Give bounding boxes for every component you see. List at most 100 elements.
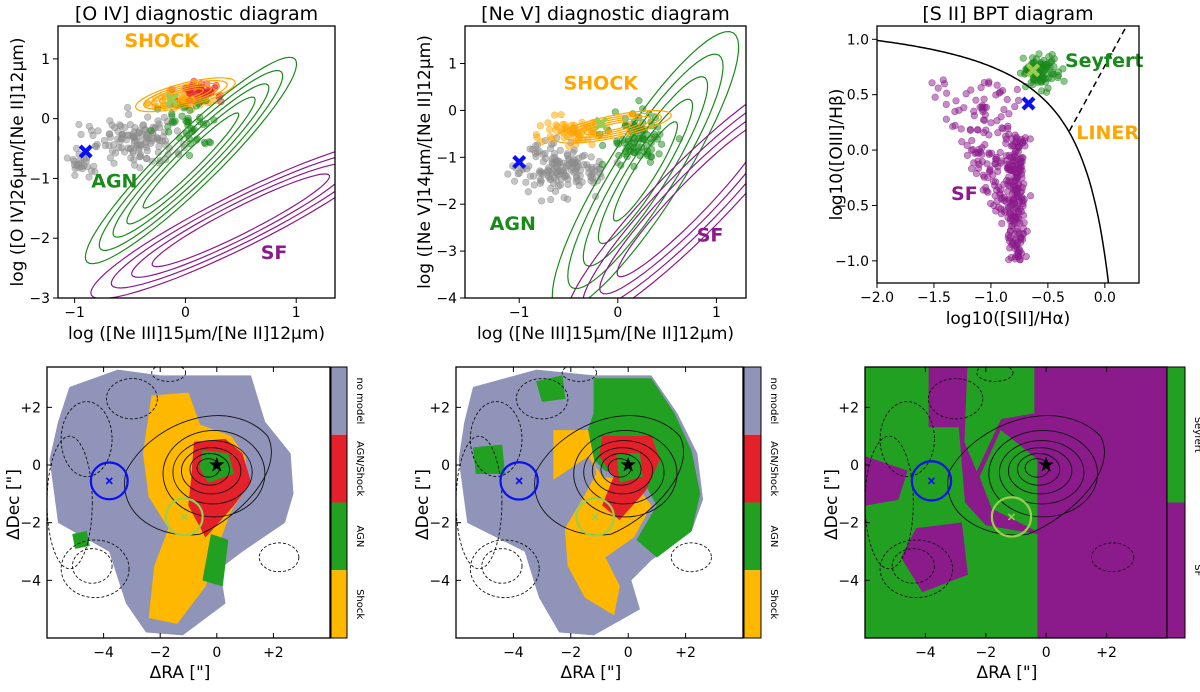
region-label: SF — [951, 183, 978, 205]
data-point-sf — [963, 141, 971, 150]
contour-sf — [599, 120, 746, 295]
dashed-contour — [1091, 542, 1135, 573]
data-point-shock — [553, 123, 561, 131]
data-point-agn — [1019, 54, 1027, 62]
data-point-gray — [94, 127, 102, 135]
colorbar-segment — [331, 367, 347, 435]
x-tick-label: +2 — [1096, 645, 1117, 661]
data-point-agn — [1050, 55, 1058, 63]
chart-bpt: Seyfert LINER SF −2.0 −1.5 −1.0 −0.5 0.0 −1.0 −0.… — [827, 3, 1144, 329]
map-map_nev: −4 −2 0 +2 +2 0 −2 −4 ΔRA ["] ΔDec ["] no model AGN… — [413, 366, 779, 683]
y-tick-label: +2 — [838, 400, 859, 416]
x-tick-label: −1 — [509, 305, 530, 321]
data-point-sf — [993, 81, 1001, 89]
colorbar-label: AGN/Shock — [354, 441, 365, 497]
colorbar-segment — [744, 570, 761, 638]
dashed-contour — [976, 367, 1014, 382]
data-point-gray — [88, 127, 96, 135]
data-point-sf — [1006, 237, 1014, 245]
data-point-sf — [928, 79, 936, 87]
data-point-sf — [1005, 173, 1013, 181]
colorbar-segment — [1167, 367, 1185, 503]
data-point-sf — [1001, 208, 1009, 216]
y-tick-label: −4 — [429, 573, 450, 589]
data-point-gray — [504, 170, 512, 178]
x-tick-label: −4 — [93, 645, 114, 661]
data-point-sf — [1026, 135, 1034, 143]
x-tick-label: 0 — [181, 305, 190, 321]
data-point-agn — [1029, 76, 1038, 84]
data-point-shock — [178, 91, 187, 100]
contour-sf — [616, 129, 746, 278]
data-point-gray — [536, 179, 544, 187]
dashed-contour — [469, 539, 540, 599]
contour-agn — [142, 112, 240, 209]
map-region-agnmap — [472, 444, 506, 474]
contour-shock — [593, 121, 633, 133]
data-point-agn — [635, 97, 643, 105]
map-area — [47, 367, 330, 638]
data-point-sf — [1000, 105, 1008, 114]
map-region-agnmap — [964, 367, 1035, 472]
x-axis-label: ΔRA ["] — [560, 663, 621, 683]
x-axis-label: log10([SII]/Hα) — [946, 309, 1071, 329]
kewley-curve — [877, 39, 1110, 283]
data-point-gray — [551, 149, 559, 158]
y-axis-label: ΔDec ["] — [4, 469, 24, 540]
data-point-sf — [1003, 156, 1011, 164]
data-point-sf — [996, 148, 1004, 157]
colorbar-label: SF — [1192, 564, 1200, 576]
data-point-agn — [147, 127, 155, 135]
y-tick-label: −0.5 — [835, 198, 869, 214]
contour-agn — [551, 30, 740, 298]
data-point-sf — [955, 106, 963, 114]
data-point-gray — [129, 149, 137, 157]
data-point-agn — [168, 110, 176, 118]
colorbar-label: Shock — [354, 589, 365, 619]
data-point-agn — [1060, 77, 1068, 85]
data-point-shock — [565, 142, 573, 150]
data-point-gray — [587, 173, 595, 181]
contour-sf — [570, 103, 746, 298]
data-point-sf — [985, 78, 993, 86]
flux-contour — [600, 453, 642, 486]
data-point-sf — [989, 178, 998, 186]
dashed-contour — [481, 548, 523, 584]
data-point-sf — [994, 163, 1002, 171]
data-point-gray — [85, 173, 93, 181]
plot-area — [504, 30, 746, 298]
aperture-circle — [990, 496, 1033, 538]
data-point-agn — [182, 129, 190, 137]
x-tick-label: −4 — [915, 645, 936, 661]
data-point-sf — [962, 90, 970, 98]
data-point-sf — [1004, 187, 1012, 196]
colorbar-segment — [744, 434, 761, 503]
colorbar-frame — [1166, 366, 1186, 639]
contour-sf — [582, 112, 746, 298]
data-point-sf — [987, 119, 995, 127]
x-tick-label: 0.0 — [1094, 290, 1116, 306]
flux-contour — [998, 440, 1085, 505]
y-tick-label: 0 — [32, 458, 41, 474]
x-tick-label: −4 — [503, 645, 524, 661]
dashed-contour — [865, 435, 914, 570]
data-point-sf — [1007, 253, 1015, 262]
flux-contour — [591, 447, 654, 495]
region-label: SF — [261, 242, 288, 264]
x-axis-label: log ([Ne III]15μm/[Ne II]12μm) — [477, 324, 734, 344]
data-point-agn — [1029, 59, 1038, 67]
data-point-gray — [140, 121, 148, 129]
y-tick-label: 0 — [41, 112, 50, 128]
data-point-gray — [160, 113, 168, 122]
data-point-gray — [71, 171, 79, 179]
y-tick-label: −3 — [29, 291, 50, 307]
data-point-sf — [985, 149, 993, 157]
colorbar-label: no model — [354, 377, 365, 424]
data-point-gray — [125, 110, 133, 118]
data-point-sf — [980, 116, 989, 124]
marker-x — [1026, 63, 1041, 78]
x-tick-label: 0 — [1042, 645, 1051, 661]
data-point-sf — [1016, 219, 1024, 227]
data-point-gray — [130, 133, 138, 141]
